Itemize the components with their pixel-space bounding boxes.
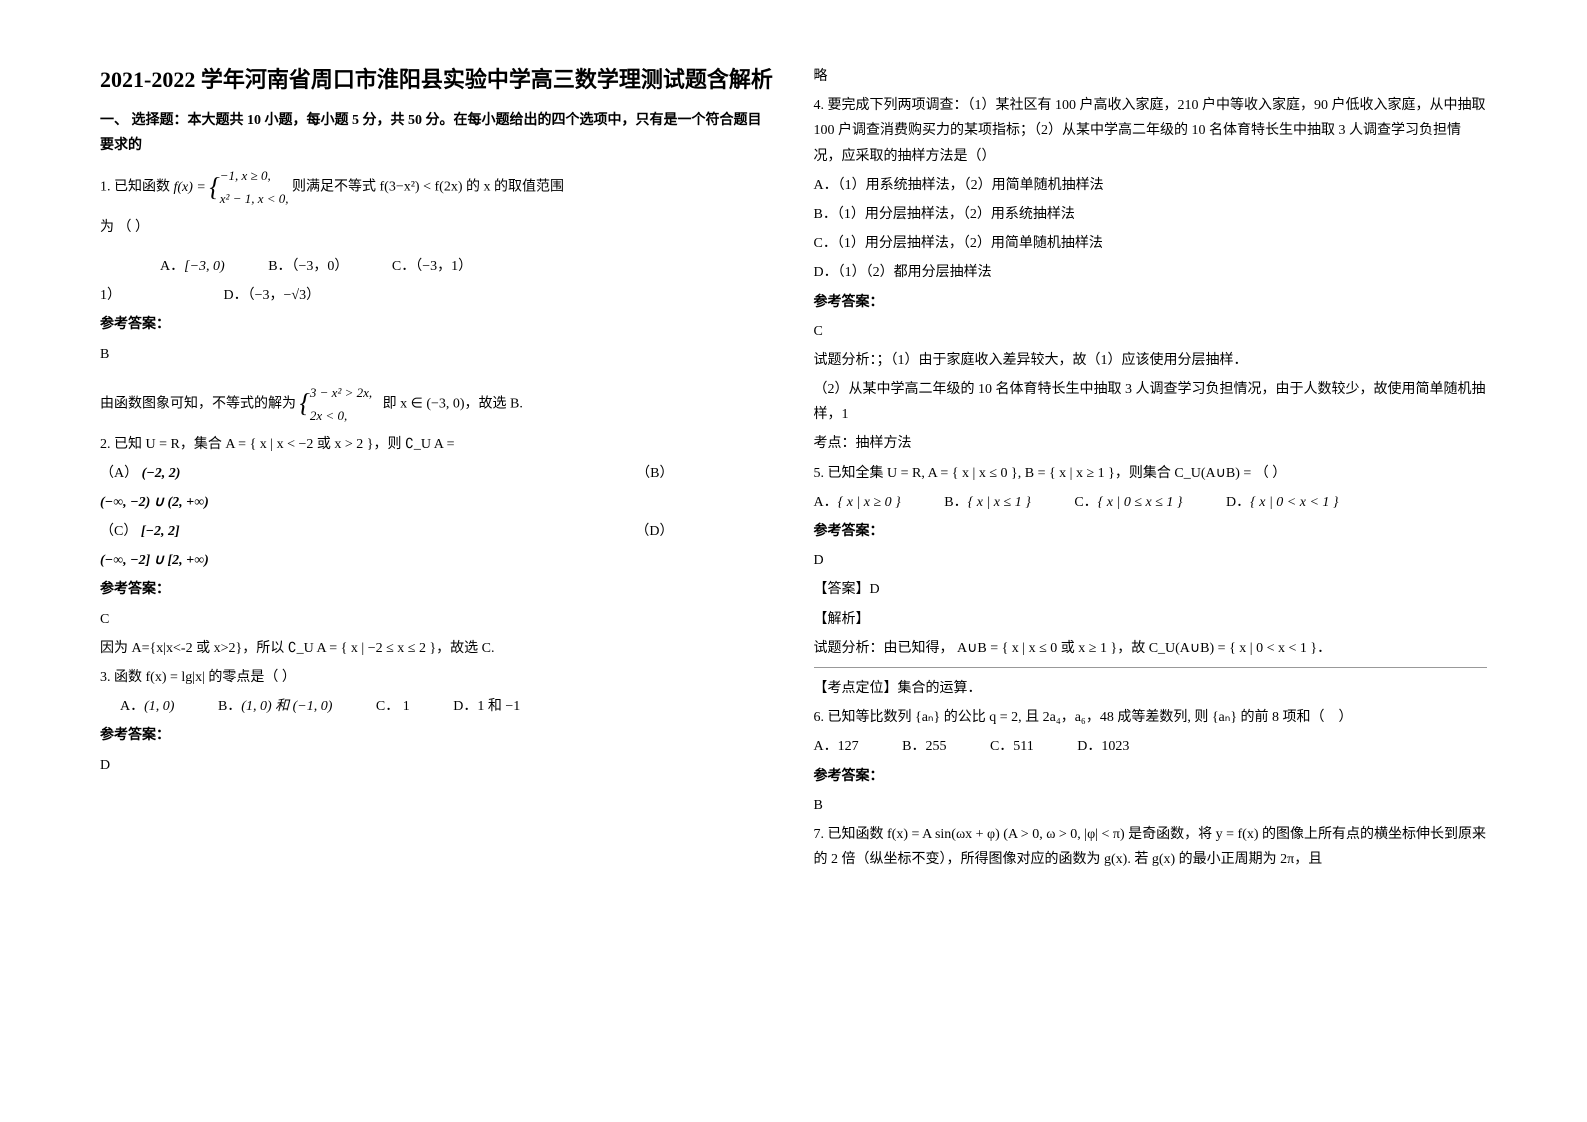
q4-expl2: （2）从某中学高二年级的 10 名体育特长生中抽取 3 人调查学习负担情况，由于… [814,377,1488,427]
question-2: 2. 已知 U = R，集合 A = { x | x < −2 或 x > 2 … [100,432,774,457]
q1-expl-bot: 2x < 0, [310,404,372,427]
q5-options: A．{ x | x ≥ 0 } B．{ x | x ≤ 1 } C．{ x | … [814,490,1488,515]
q4-optC: C．（1）用分层抽样法，（2）用简单随机抽样法 [814,231,1488,256]
q1-stem-suffix: 为 （ ） [100,215,774,240]
question-3: 3. 函数 f(x) = lg|x| 的零点是（ ） [100,665,774,690]
q2-answer: C [100,607,774,632]
q1-expl-suffix: 即 x ∈ (−3, 0)，故选 B. [383,396,523,411]
q5-optD: { x | 0 < x < 1 } [1250,495,1338,510]
q5-optC: { x | 0 ≤ x ≤ 1 } [1098,495,1183,510]
q5-box-ans: 【答案】D [814,577,1488,602]
q5-optC-label: C． [1074,495,1097,510]
q2-optB: (−∞, −2) ∪ (2, +∞) [100,490,774,515]
q3-answer-label: 参考答案： [100,723,774,748]
q6-optC: C．511 [990,734,1034,759]
q6-optD: D．1023 [1077,734,1129,759]
q3-optD: D．1 和 −1 [453,694,520,719]
q6-optA: A．127 [814,734,859,759]
q4-optD: D．（1）（2）都用分层抽样法 [814,260,1488,285]
q2-explanation: 因为 A={x|x<-2 或 x>2}，所以 ∁_U A = { x | −2 … [100,636,774,661]
q5-box-expl: 试题分析：由已知得， A∪B = { x | x ≤ 0 或 x ≥ 1 }，故… [814,636,1488,668]
q4-expl3: 考点：抽样方法 [814,431,1488,456]
q1-expl-prefix: 由函数图象可知，不等式的解为 [100,396,296,411]
q5-answer-label: 参考答案： [814,519,1488,544]
q6-answer: B [814,793,1488,818]
q4-expl1: 试题分析：；（1）由于家庭收入差异较大，故（1）应该使用分层抽样． [814,348,1488,373]
q3-optA-label: A． [120,699,144,714]
q2-optB-label: （B） [636,461,673,486]
q3-options-row: A．(1, 0) B．(1, 0) 和 (−1, 0) C． 1 D．1 和 −… [100,694,774,719]
q1-optA-label: A． [160,259,184,274]
q5-optB-label: B． [944,495,967,510]
q1-optC: C．（−3，1） [392,254,472,279]
question-1: 1. 已知函数 f(x) = { −1, x ≥ 0, x² − 1, x < … [100,164,774,211]
q1-stem-prefix: 1. 已知函数 [100,180,170,195]
q1-options-row1: A．[−3, 0) B．（−3，0） C．（−3，1） [100,254,774,279]
q2-optD: (−∞, −2] ∪ [2, +∞) [100,548,774,573]
q1-answer-label: 参考答案： [100,312,774,337]
question-5: 5. 已知全集 U = R, A = { x | x ≤ 0 }, B = { … [814,461,1488,486]
q5-optA: { x | x ≥ 0 } [838,495,901,510]
q5-answer: D [814,548,1488,573]
left-column: 2021-2022 学年河南省周口市淮阳县实验中学高三数学理测试题含解析 一、 … [80,60,794,1062]
q6-optB: B．255 [902,734,946,759]
q5-optD-label: D． [1226,495,1250,510]
q3-optB-label: B． [218,699,241,714]
q2-optA-label: （A） [100,466,138,481]
q4-answer-label: 参考答案： [814,290,1488,315]
q2-optC: [−2, 2] [141,524,180,539]
right-column: 略 4. 要完成下列两项调查：（1）某社区有 100 户高收入家庭，210 户中… [794,60,1508,1062]
q5-box-expl-h: 【解析】 [814,607,1488,632]
q6-answer-label: 参考答案： [814,764,1488,789]
q4-optB: B．（1）用分层抽样法，（2）用系统抽样法 [814,202,1488,227]
q2-optA: (−2, 2) [142,466,181,481]
question-6: 6. 已知等比数列 {aₙ} 的公比 q = 2, 且 2a₄，a₆，48 成等… [814,705,1488,730]
q4-answer: C [814,319,1488,344]
q2-answer-label: 参考答案： [100,577,774,602]
q2-optC-label: （C） [100,524,137,539]
q3-optB: (1, 0) 和 (−1, 0) [241,699,332,714]
q3-optC: C． 1 [376,694,410,719]
q5-optB: { x | x ≤ 1 } [968,495,1031,510]
q1-optD: D．（−3，−√3） [224,288,321,303]
q1-piece-bot: x² − 1, x < 0, [220,187,289,210]
q6-options: A．127 B．255 C．511 D．1023 [814,734,1488,759]
q2-optD-label: （D） [635,519,673,544]
q2-stem: 2. 已知 U = R，集合 A = { x | x < −2 或 x > 2 … [100,437,454,452]
q1-piece-top: −1, x ≥ 0, [220,164,289,187]
q1-stem-mid: 则满足不等式 f(3−x²) < f(2x) 的 x 的取值范围 [292,180,564,195]
omit-text: 略 [814,64,1488,89]
question-4: 4. 要完成下列两项调查：（1）某社区有 100 户高收入家庭，210 户中等收… [814,93,1488,169]
q1-piecewise: f(x) = { −1, x ≥ 0, x² − 1, x < 0, [174,180,293,195]
q5-box-kd: 【考点定位】集合的运算． [814,672,1488,701]
q5-analysis-box: 【答案】D 【解析】 试题分析：由已知得， A∪B = { x | x ≤ 0 … [814,577,1488,701]
q1-answer: B [100,342,774,367]
exam-title: 2021-2022 学年河南省周口市淮阳县实验中学高三数学理测试题含解析 [100,60,774,100]
q1-optB: B．（−3，0） [268,254,348,279]
q1-optA: [−3, 0) [184,259,225,274]
q1-explanation: 由函数图象可知，不等式的解为 { 3 − x² > 2x, 2x < 0, 即 … [100,381,774,428]
q4-optA: A．（1）用系统抽样法，（2）用简单随机抽样法 [814,173,1488,198]
section-heading: 一、 选择题：本大题共 10 小题，每小题 5 分，共 50 分。在每小题给出的… [100,108,774,158]
q3-answer: D [100,753,774,778]
q1-expl-top: 3 − x² > 2x, [310,381,372,404]
q1-options-row2: 1） D．（−3，−√3） [100,283,774,308]
q3-optA: (1, 0) [144,699,174,714]
question-7: 7. 已知函数 f(x) = A sin(ωx + φ) (A > 0, ω >… [814,822,1488,872]
q5-optA-label: A． [814,495,838,510]
